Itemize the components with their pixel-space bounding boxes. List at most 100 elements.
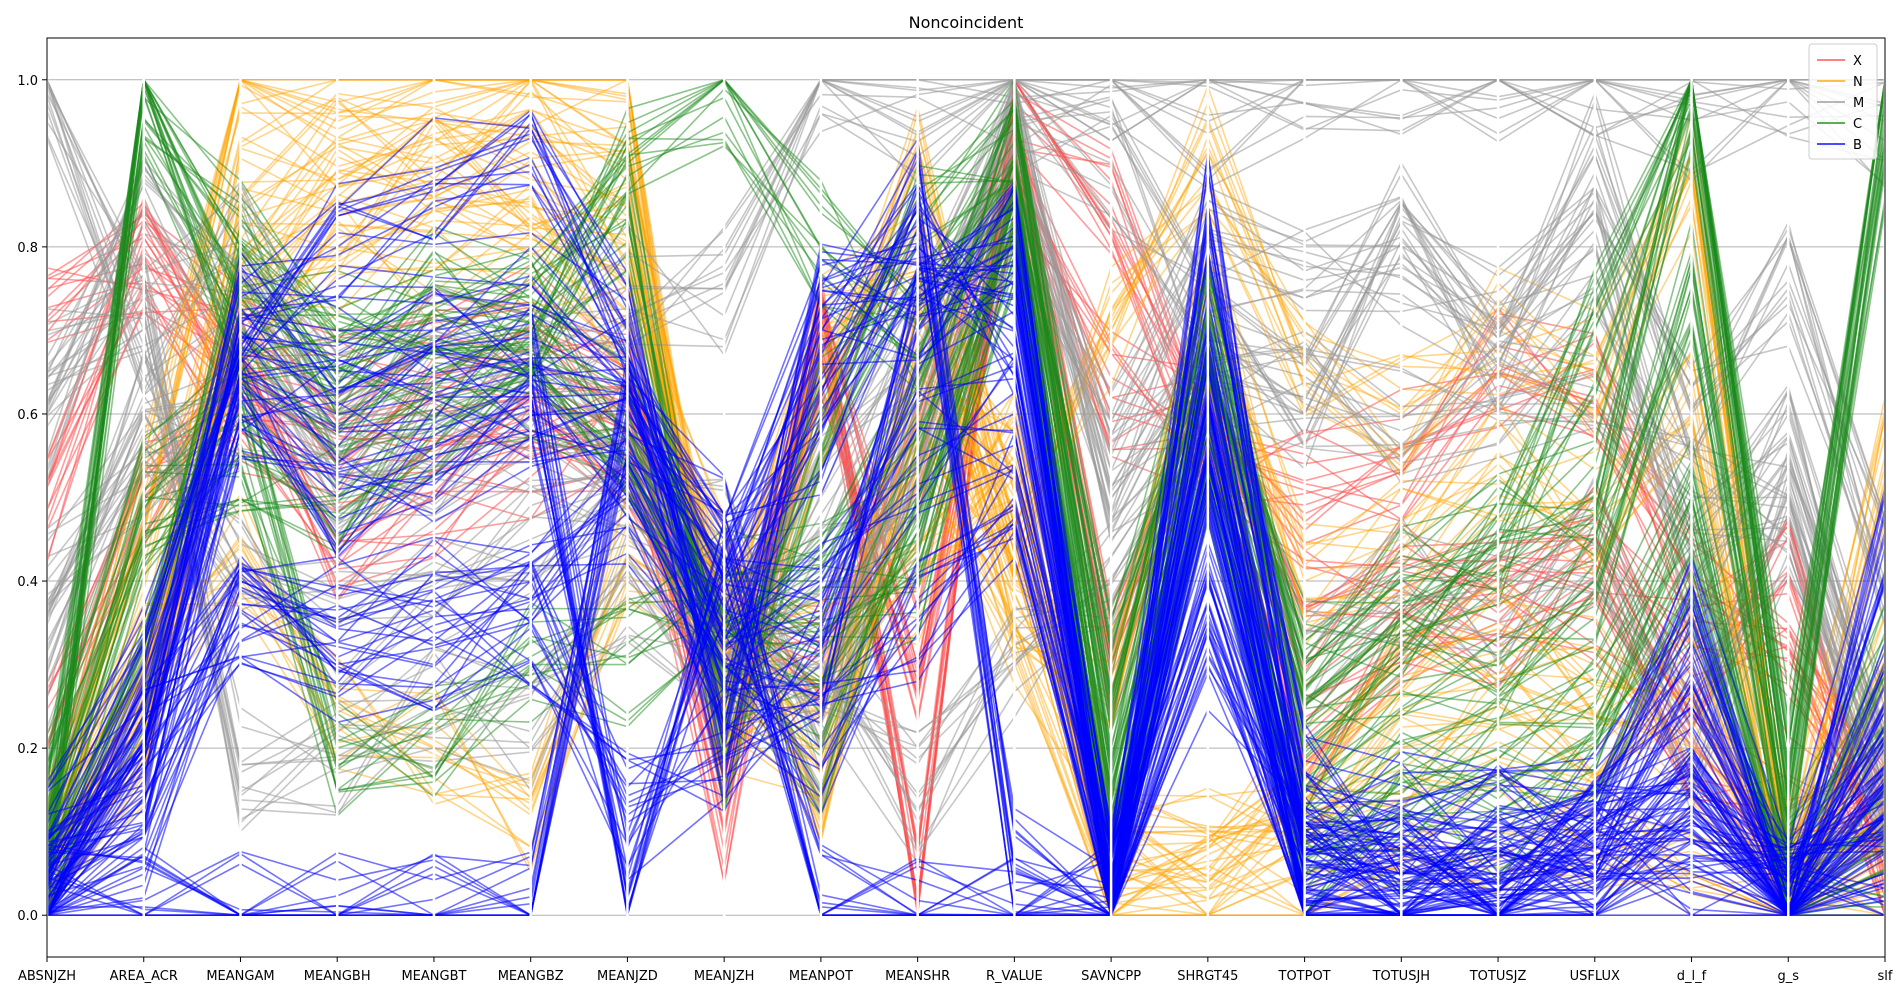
series-M-line-0-11 — [46, 78, 1886, 435]
series-B-line-4-6 — [46, 420, 1886, 917]
x-tick-label-MEANGAM: MEANGAM — [206, 969, 274, 984]
series-M-line-3-13 — [46, 251, 1886, 850]
series-B-line-5-1 — [46, 198, 1886, 917]
x-tick-label-MEANJZD: MEANJZD — [597, 969, 658, 984]
series-B-line-1-9 — [46, 205, 1886, 916]
series-C-line-1-4 — [46, 79, 1886, 816]
x-tick-label-SHRGT45: SHRGT45 — [1177, 969, 1238, 984]
series-B-line-5-13 — [46, 268, 1886, 901]
series-B-line-5-10 — [46, 252, 1886, 916]
series-M-line-0-13 — [46, 78, 1885, 404]
series-B-line-2-11 — [46, 389, 1886, 916]
series-B-line-0-13 — [46, 184, 1886, 885]
x-tick-label-TOTUSJZ: TOTUSJZ — [1469, 969, 1527, 984]
series-C-line-2-6 — [46, 226, 1886, 916]
series-B-line-0-8 — [46, 205, 1886, 917]
y-ticks-layer: 0.0 0.2 0.4 0.6 0.8 1.0 — [17, 74, 47, 924]
series-B-line-6-5 — [46, 137, 1886, 917]
series-B-line-6-8 — [46, 184, 1886, 917]
legend-label-N: N — [1853, 75, 1863, 90]
x-tick-label-R_VALUE: R_VALUE — [986, 969, 1043, 984]
series-C-line-1-11 — [46, 79, 1886, 874]
series-B-line-6-12 — [46, 208, 1886, 917]
series-C-line-4-10 — [46, 250, 1886, 916]
x-tick-label-MEANSHR: MEANSHR — [885, 969, 950, 984]
legend-label-X: X — [1853, 54, 1862, 69]
series-M-line-3-12 — [46, 349, 1886, 798]
series-M-line-3-9 — [46, 274, 1886, 808]
x-labels-layer: ABSNJZH AREA_ACR MEANGAM MEANGBH MEANGBT MEAN… — [18, 957, 1893, 984]
series-B-line-5-6 — [46, 185, 1886, 917]
series-C-line-3-7 — [46, 219, 1886, 917]
x-tick-label-g_s: g_s — [1777, 969, 1799, 984]
x-tick-label-SAVNCPP: SAVNCPP — [1081, 969, 1141, 984]
series-B-line-5-3 — [46, 184, 1886, 916]
series-B-line-6-13 — [46, 196, 1886, 917]
y-tick-label-1: 0.2 — [17, 742, 38, 757]
series-B-line-4-13 — [46, 375, 1886, 917]
series-C-line-1-8 — [46, 76, 1886, 916]
series-M-line-1-7 — [46, 84, 1886, 717]
x-tick-label-MEANJZH: MEANJZH — [694, 969, 755, 984]
series-C-line-1-1 — [46, 79, 1886, 870]
y-tick-label-5: 1.0 — [17, 74, 38, 89]
series-C-line-1-9 — [46, 84, 1886, 889]
series-C-line-3-1 — [46, 241, 1886, 882]
x-tick-label-MEANGBT: MEANGBT — [401, 969, 466, 984]
series-B-line-2-13 — [46, 351, 1886, 917]
x-tick-label-TOTPOT: TOTPOT — [1278, 969, 1331, 984]
series-C-line-4-1 — [46, 196, 1886, 917]
legend-label-C: C — [1853, 117, 1862, 132]
series-B-line-6-10 — [46, 181, 1886, 917]
series-C-line-4-12 — [46, 200, 1886, 918]
x-tick-label-MEANPOT: MEANPOT — [789, 969, 853, 984]
series-B-line-3-10 — [46, 511, 1886, 919]
series-C-line-4-7 — [46, 180, 1886, 908]
series-B-line-4-11 — [47, 365, 1886, 917]
series-B-line-3-8 — [46, 461, 1886, 917]
series-N-line-2-3 — [46, 159, 1886, 882]
series-B-line-2-4 — [46, 393, 1886, 912]
y-tick-label-2: 0.4 — [17, 575, 38, 590]
series-C-line-0-12 — [46, 77, 1886, 768]
series-C-line-1-12 — [46, 79, 1886, 864]
series-C-line-3-8 — [46, 160, 1886, 916]
y-tick-label-4: 0.8 — [17, 241, 38, 256]
series-B-line-3-9 — [46, 435, 1886, 917]
series-B-line-0-6 — [46, 132, 1886, 916]
series-X-line-2-5 — [46, 119, 1886, 836]
series-B-line-5-8 — [46, 235, 1886, 916]
axes-layer — [45, 38, 1887, 957]
series-B-line-0-7 — [46, 152, 1886, 904]
legend-label-B: B — [1853, 138, 1862, 153]
series-C-line-2-12 — [46, 103, 1886, 895]
legend-label-M: M — [1853, 96, 1864, 111]
plot-frame — [46, 37, 1886, 958]
x-tick-label-slf: slf — [1878, 969, 1893, 984]
data-lines-layer — [46, 76, 1886, 919]
series-C-line-1-2 — [46, 77, 1886, 893]
x-tick-label-AREA_ACR: AREA_ACR — [110, 969, 178, 984]
series-C-line-4-8 — [46, 233, 1886, 917]
series-C-line-1-0 — [46, 87, 1886, 874]
series-B-line-6-11 — [46, 247, 1886, 917]
series-B — [46, 109, 1886, 919]
series-N-line-2-9 — [46, 150, 1886, 917]
series-N-line-1-3 — [46, 111, 1886, 861]
y-tick-label-0: 0.0 — [17, 909, 38, 924]
x-tick-label-MEANGBH: MEANGBH — [304, 969, 371, 984]
series-C-line-1-6 — [46, 79, 1886, 810]
x-tick-label-TOTUSJH: TOTUSJH — [1372, 969, 1431, 984]
x-tick-label-USFLUX: USFLUX — [1570, 969, 1620, 984]
series-N-line-1-6 — [46, 78, 1886, 919]
series-B-line-2-12 — [46, 375, 1886, 910]
series-N-line-4-2 — [46, 462, 1886, 886]
series-B-line-0-11 — [46, 156, 1886, 916]
y-tick-label-3: 0.6 — [17, 408, 38, 423]
x-tick-label-MEANGBZ: MEANGBZ — [498, 969, 564, 984]
series-C-line-1-13 — [46, 79, 1886, 916]
series-B-line-5-12 — [46, 264, 1886, 917]
series-C-line-3-11 — [46, 190, 1886, 896]
series-B-line-5-11 — [46, 270, 1886, 916]
series-C-line-4-5 — [46, 210, 1885, 917]
